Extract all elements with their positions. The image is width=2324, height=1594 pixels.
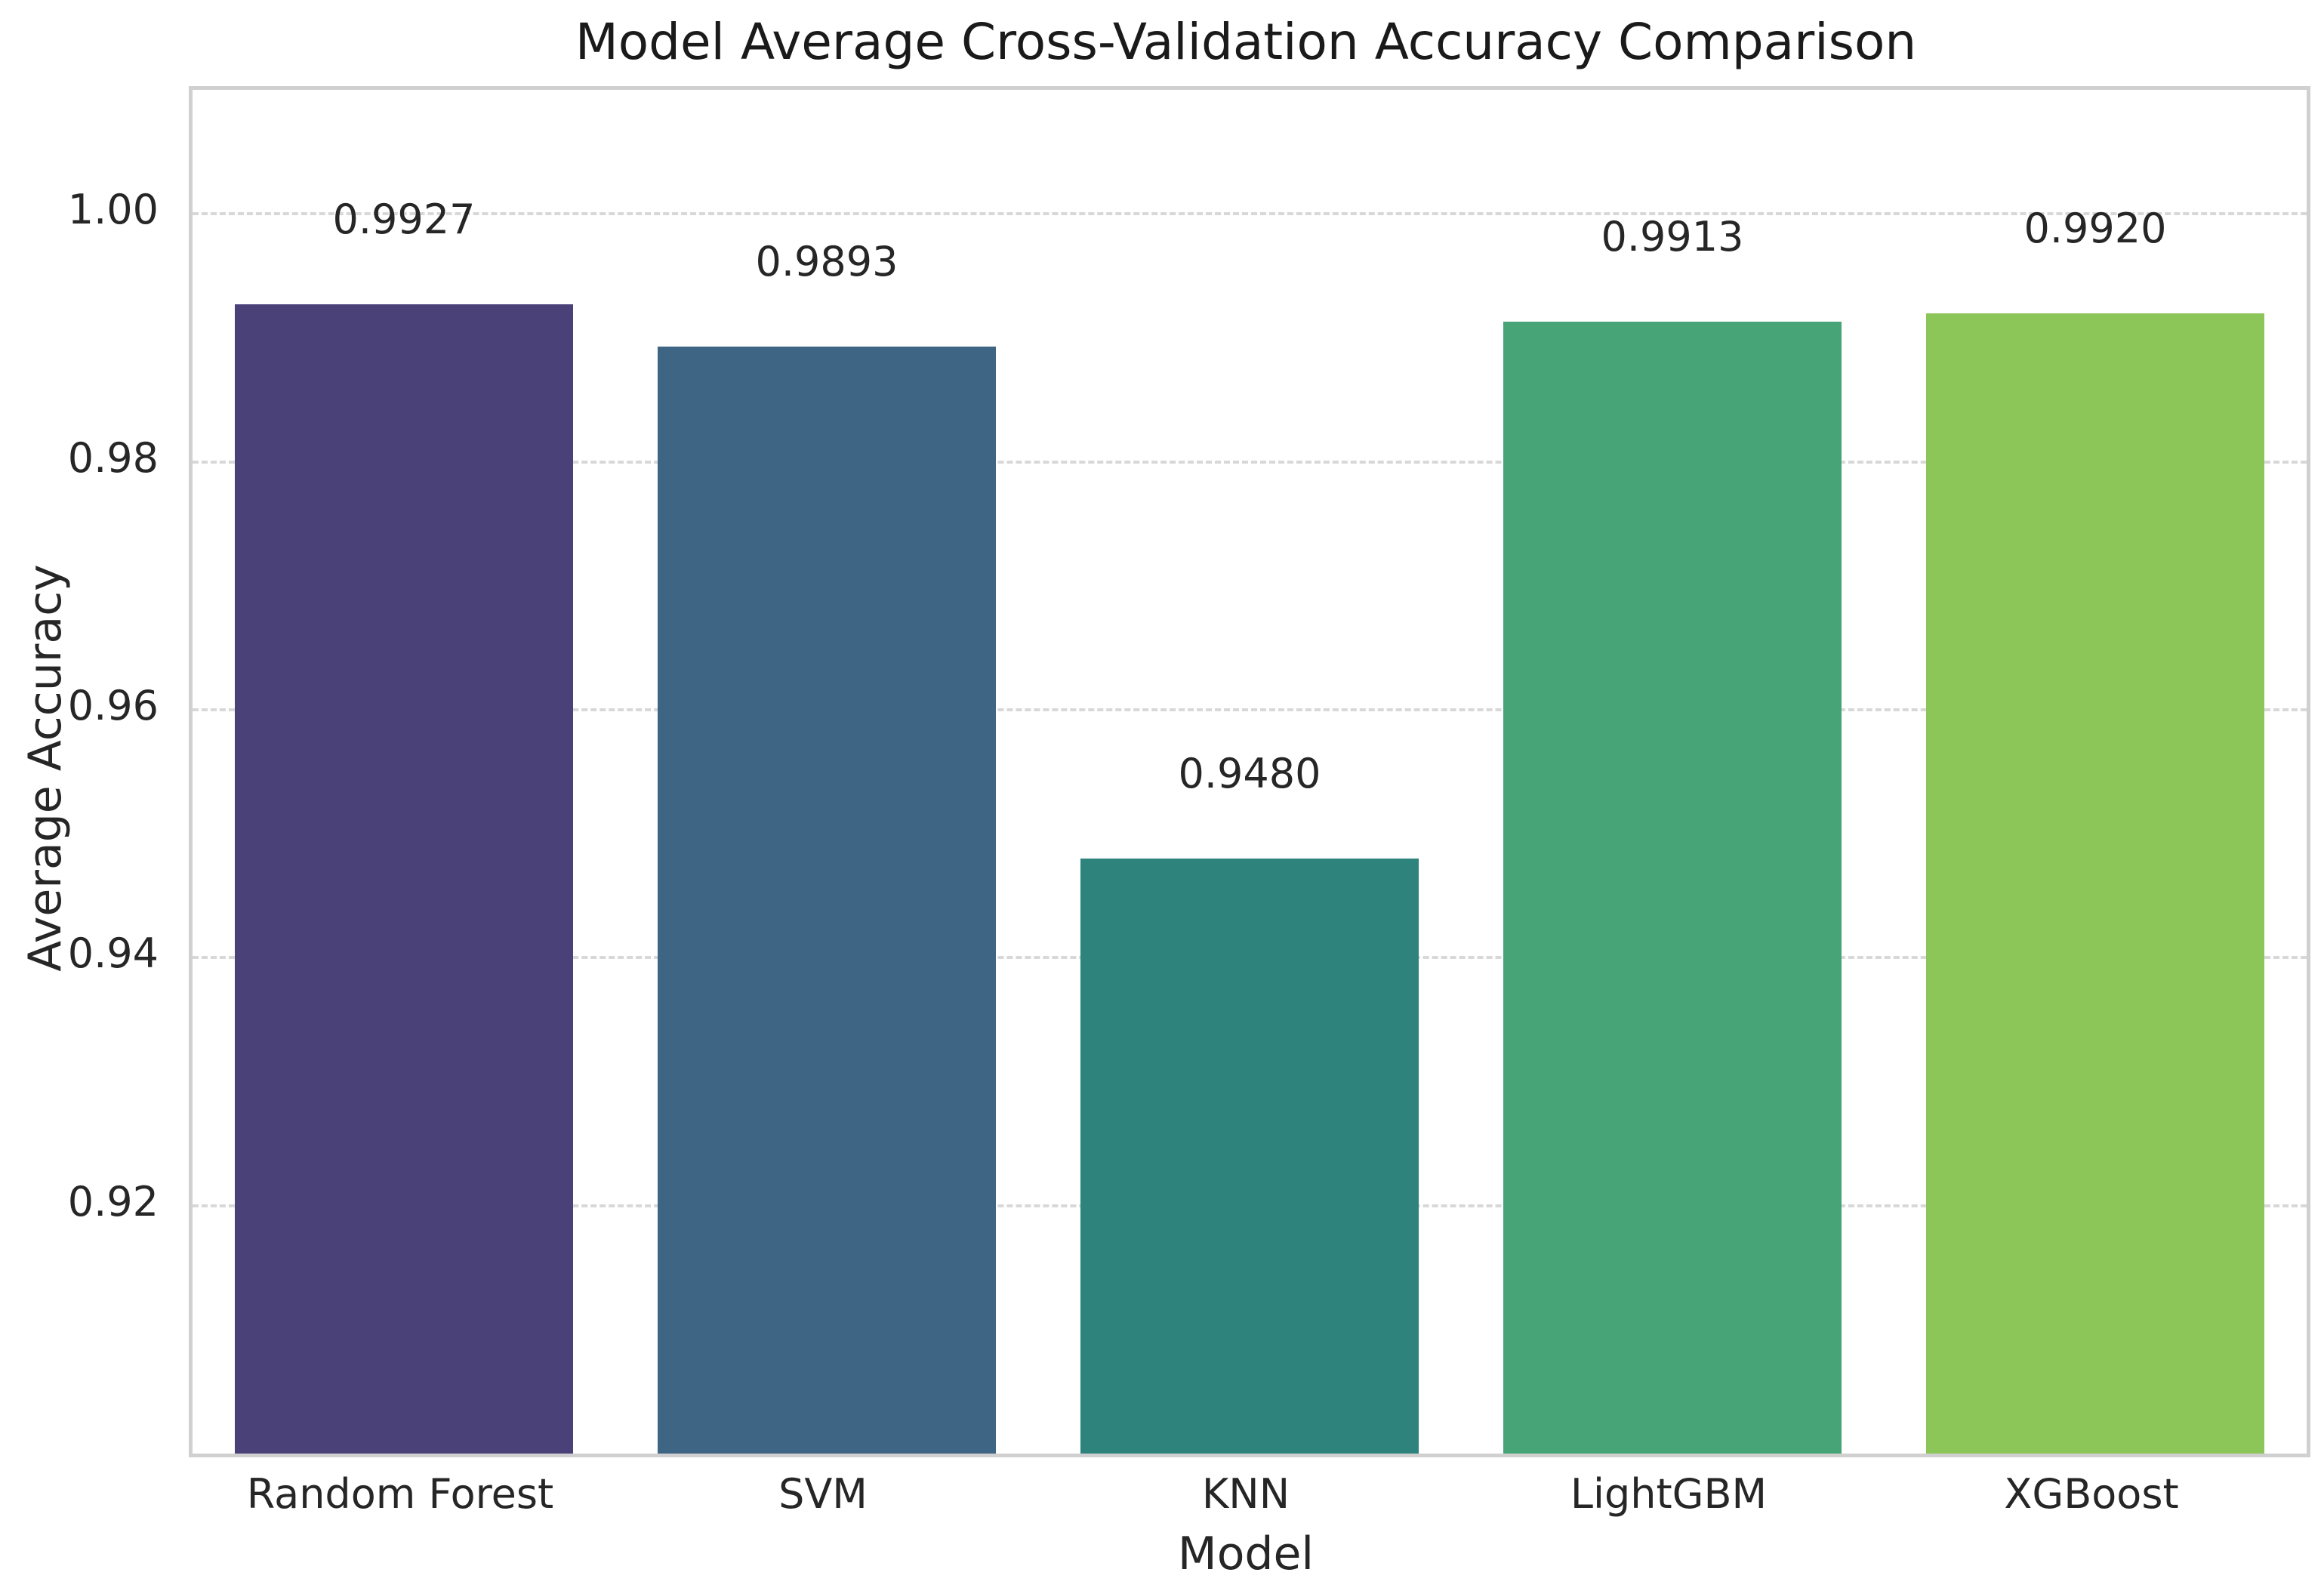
bar-lightgbm bbox=[1503, 322, 1842, 1454]
x-tick-label-knn: KNN bbox=[1201, 1470, 1290, 1518]
bar-value-label: 0.9927 bbox=[332, 196, 476, 244]
x-tick-label-xgboost: XGBoost bbox=[2004, 1470, 2179, 1518]
bar-value-label: 0.9893 bbox=[755, 237, 898, 285]
y-tick-label: 1.00 bbox=[67, 186, 159, 234]
chart-title: Model Average Cross-Validation Accuracy … bbox=[575, 13, 1917, 71]
y-tick-label: 0.98 bbox=[67, 433, 159, 482]
x-tick-label-random-forest: Random Forest bbox=[246, 1470, 554, 1518]
bar-knn bbox=[1080, 858, 1419, 1454]
x-tick-label-svm: SVM bbox=[778, 1470, 868, 1518]
bar-value-label: 0.9920 bbox=[2023, 204, 2167, 252]
bar-value-label: 0.9913 bbox=[1601, 213, 1744, 261]
x-tick-label-lightgbm: LightGBM bbox=[1570, 1470, 1768, 1518]
y-tick-label: 0.92 bbox=[67, 1177, 159, 1226]
bar-value-label: 0.9480 bbox=[1178, 749, 1321, 797]
x-axis-label: Model bbox=[1177, 1528, 1315, 1580]
plot-area: 0.9927 0.9893 0.9480 0.9913 0.9920 bbox=[189, 86, 2310, 1457]
bar-xgboost bbox=[1926, 313, 2264, 1454]
y-tick-label: 0.96 bbox=[67, 681, 159, 729]
bar-random-forest bbox=[235, 304, 573, 1454]
y-axis-label: Average Accuracy bbox=[19, 564, 72, 972]
bar-svm bbox=[658, 346, 996, 1454]
gridline-y-0.98 bbox=[193, 460, 2307, 464]
gridline-y-0.96 bbox=[193, 708, 2307, 711]
gridline-y-1.00 bbox=[193, 212, 2307, 216]
y-tick-label: 0.94 bbox=[67, 930, 159, 978]
